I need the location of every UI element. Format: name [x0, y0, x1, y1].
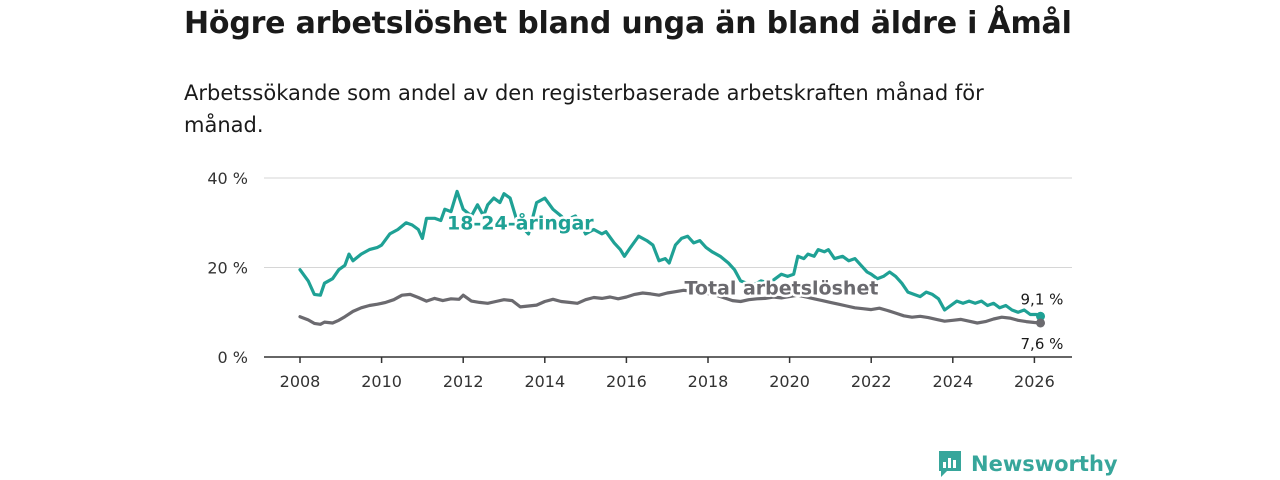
- x-tick-label: 2012: [443, 372, 484, 391]
- series-line-youth: [298, 189, 1043, 318]
- series-line-total: [298, 288, 1043, 326]
- x-tick-label: 2020: [769, 372, 810, 391]
- x-tick-label: 2014: [524, 372, 565, 391]
- gridlines: [264, 177, 1072, 268]
- brand-name: Newsworthy: [971, 452, 1118, 476]
- brand-logo[interactable]: Newsworthy: [937, 448, 1118, 480]
- series-end-point: [1036, 318, 1046, 328]
- end-value-label-total: 7,6 %: [1021, 335, 1064, 353]
- series-lines: [298, 189, 1046, 328]
- x-tick-label: 2024: [932, 372, 973, 391]
- y-tick-label: 0 %: [218, 348, 248, 367]
- x-tick-label: 2026: [1014, 372, 1055, 391]
- series-end-point: [1036, 311, 1046, 321]
- end-value-label-youth: 9,1 %: [1021, 290, 1064, 308]
- series-label-youth: 18-24-åringar: [447, 210, 594, 234]
- series-label-total: Total arbetslöshet: [684, 277, 878, 299]
- x-tick-label: 2016: [606, 372, 647, 391]
- x-tick-label: 2022: [851, 372, 892, 391]
- x-tick-label: 2010: [361, 372, 402, 391]
- x-tick-label: 2008: [280, 372, 321, 391]
- axes: 0 % 20 % 40 % 2008 2010 2012 2014 2016 2018 2020 2…: [207, 169, 1072, 391]
- chart-title: Högre arbetslöshet bland unga än bland ä…: [184, 6, 1072, 41]
- chart-subtitle: Arbetssökande som andel av den registerb…: [184, 81, 984, 137]
- series-labels: 18-24-åringar Total arbetslöshet 9,1 % 7,6 …: [444, 208, 1065, 355]
- y-tick-label: 40 %: [207, 169, 248, 188]
- y-tick-label: 20 %: [207, 259, 248, 278]
- x-tick-label: 2018: [688, 372, 729, 391]
- newsworthy-logo-icon: [939, 451, 961, 477]
